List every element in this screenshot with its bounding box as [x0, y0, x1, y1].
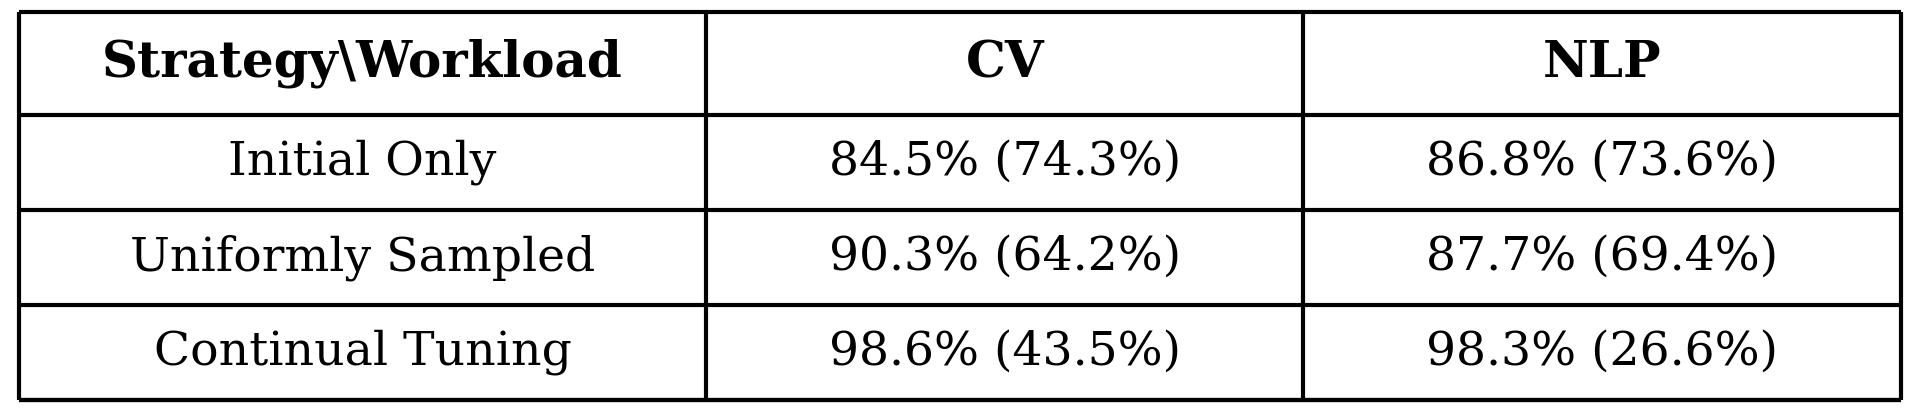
Text: Uniformly Sampled: Uniformly Sampled [131, 234, 595, 281]
Text: 98.3% (26.6%): 98.3% (26.6%) [1427, 330, 1778, 375]
Text: NLP: NLP [1544, 39, 1661, 88]
Text: 84.5% (74.3%): 84.5% (74.3%) [829, 140, 1181, 185]
Text: CV: CV [966, 39, 1044, 88]
Text: Initial Only: Initial Only [228, 140, 497, 185]
Text: Continual Tuning: Continual Tuning [154, 329, 572, 375]
Text: 90.3% (64.2%): 90.3% (64.2%) [829, 235, 1181, 280]
Text: 87.7% (69.4%): 87.7% (69.4%) [1427, 235, 1778, 280]
Text: 98.6% (43.5%): 98.6% (43.5%) [829, 330, 1181, 375]
Text: 86.8% (73.6%): 86.8% (73.6%) [1427, 140, 1778, 185]
Text: Strategy\Workload: Strategy\Workload [102, 39, 622, 89]
